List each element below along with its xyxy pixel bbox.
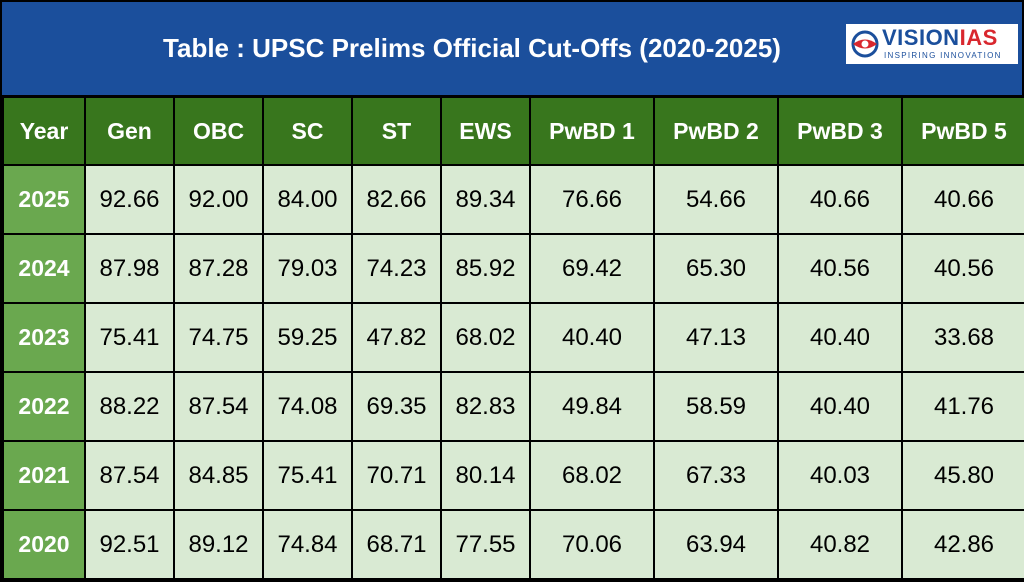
year-cell: 2020 [4,511,84,578]
cell-pwbd2: 47.13 [655,304,777,371]
cell-st: 82.66 [353,166,440,233]
cell-gen: 87.98 [86,235,173,302]
cell-obc: 84.85 [175,442,262,509]
table-row: 2025 92.66 92.00 84.00 82.66 89.34 76.66… [4,166,1024,233]
logo-word-ias: IAS [959,25,998,50]
cell-obc: 87.28 [175,235,262,302]
title-bar: Table : UPSC Prelims Official Cut-Offs (… [2,2,1022,95]
cell-ews: 89.34 [442,166,529,233]
table-row: 2024 87.98 87.28 79.03 74.23 85.92 69.42… [4,235,1024,302]
logo-wordmark: VISIONIAS [882,26,998,50]
cell-pwbd5: 42.86 [903,511,1024,578]
table-row: 2022 88.22 87.54 74.08 69.35 82.83 49.84… [4,373,1024,440]
cell-pwbd2: 58.59 [655,373,777,440]
cell-pwbd5: 33.68 [903,304,1024,371]
cell-ews: 77.55 [442,511,529,578]
cell-pwbd3: 40.03 [779,442,901,509]
year-cell: 2023 [4,304,84,371]
cell-st: 47.82 [353,304,440,371]
cell-gen: 75.41 [86,304,173,371]
header-st: ST [353,98,440,164]
cell-pwbd2: 63.94 [655,511,777,578]
cell-pwbd1: 76.66 [531,166,653,233]
cell-ews: 80.14 [442,442,529,509]
cell-gen: 87.54 [86,442,173,509]
header-year: Year [4,98,84,164]
cell-pwbd3: 40.82 [779,511,901,578]
header-pwbd3: PwBD 3 [779,98,901,164]
table-title: Table : UPSC Prelims Official Cut-Offs (… [163,33,781,63]
table-row: 2021 87.54 84.85 75.41 70.71 80.14 68.02… [4,442,1024,509]
cell-ews: 85.92 [442,235,529,302]
cell-sc: 74.08 [264,373,351,440]
year-cell: 2025 [4,166,84,233]
logo-word-vision: VISION [882,25,960,50]
header-obc: OBC [175,98,262,164]
year-cell: 2021 [4,442,84,509]
cell-ews: 68.02 [442,304,529,371]
cell-obc: 74.75 [175,304,262,371]
cell-pwbd3: 40.56 [779,235,901,302]
header-ews: EWS [442,98,529,164]
cell-gen: 92.51 [86,511,173,578]
cell-gen: 92.66 [86,166,173,233]
cell-sc: 59.25 [264,304,351,371]
cell-pwbd3: 40.40 [779,304,901,371]
cell-obc: 87.54 [175,373,262,440]
cell-pwbd3: 40.66 [779,166,901,233]
cell-st: 69.35 [353,373,440,440]
cell-pwbd5: 40.56 [903,235,1024,302]
cell-pwbd2: 65.30 [655,235,777,302]
cell-sc: 74.84 [264,511,351,578]
year-cell: 2022 [4,373,84,440]
cell-obc: 92.00 [175,166,262,233]
table-row: 2023 75.41 74.75 59.25 47.82 68.02 40.40… [4,304,1024,371]
cell-pwbd5: 40.66 [903,166,1024,233]
cell-obc: 89.12 [175,511,262,578]
header-pwbd1: PwBD 1 [531,98,653,164]
cell-pwbd2: 67.33 [655,442,777,509]
header-gen: Gen [86,98,173,164]
cell-pwbd1: 68.02 [531,442,653,509]
cell-sc: 75.41 [264,442,351,509]
cell-pwbd3: 40.40 [779,373,901,440]
cell-pwbd1: 69.42 [531,235,653,302]
cell-st: 68.71 [353,511,440,578]
cell-sc: 84.00 [264,166,351,233]
visionias-logo: VISIONIAS INSPIRING INNOVATION [846,24,1018,64]
header-pwbd5: PwBD 5 [903,98,1024,164]
cell-ews: 82.83 [442,373,529,440]
cell-pwbd1: 70.06 [531,511,653,578]
cell-gen: 88.22 [86,373,173,440]
cell-st: 70.71 [353,442,440,509]
table-row: 2020 92.51 89.12 74.84 68.71 77.55 70.06… [4,511,1024,578]
header-row: Year Gen OBC SC ST EWS PwBD 1 PwBD 2 PwB… [4,98,1024,164]
header-pwbd2: PwBD 2 [655,98,777,164]
header-sc: SC [264,98,351,164]
cutoff-table: Year Gen OBC SC ST EWS PwBD 1 PwBD 2 PwB… [2,96,1024,580]
logo-mark-icon [851,30,879,58]
cell-pwbd1: 40.40 [531,304,653,371]
cell-pwbd1: 49.84 [531,373,653,440]
cell-st: 74.23 [353,235,440,302]
year-cell: 2024 [4,235,84,302]
cell-sc: 79.03 [264,235,351,302]
logo-tagline: INSPIRING INNOVATION [884,51,1002,60]
cell-pwbd2: 54.66 [655,166,777,233]
cell-pwbd5: 41.76 [903,373,1024,440]
cell-pwbd5: 45.80 [903,442,1024,509]
